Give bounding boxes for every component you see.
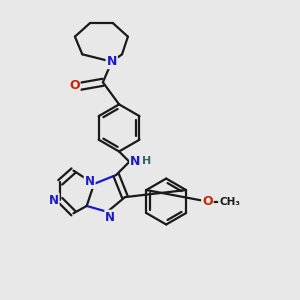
Text: H: H [142,156,152,166]
Text: N: N [105,211,115,224]
Text: N: N [130,155,140,168]
Text: N: N [85,175,94,188]
Text: N: N [106,55,117,68]
Text: N: N [49,194,59,207]
Text: CH₃: CH₃ [219,196,240,206]
Text: O: O [202,195,213,208]
Text: O: O [69,79,80,92]
